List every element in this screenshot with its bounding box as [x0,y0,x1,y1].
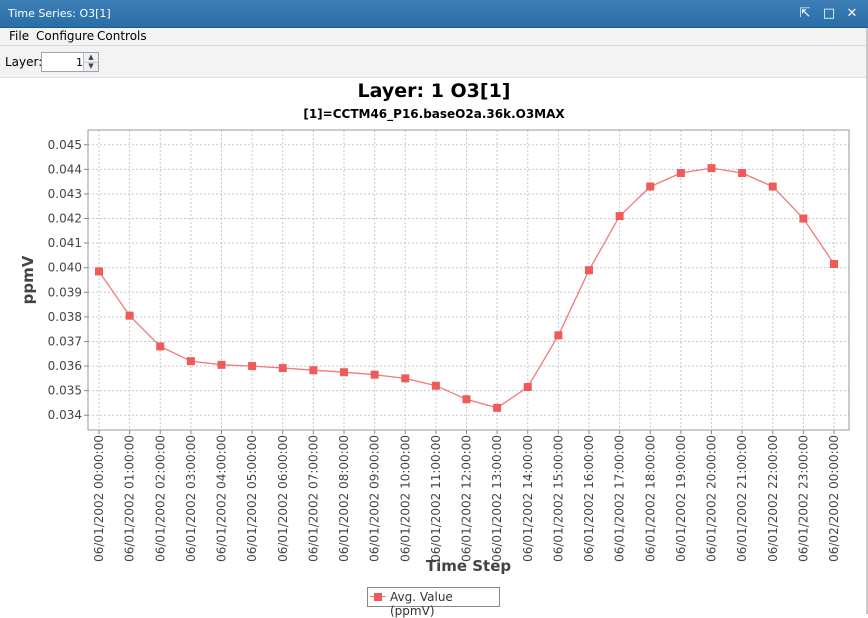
x-tick-label: 06/01/2002 14:00:00 [521,435,535,562]
x-tick-label: 06/01/2002 00:00:00 [92,435,106,562]
legend-marker-icon [374,593,382,601]
spinner-buttons: ▲ ▼ [83,53,98,71]
data-point [217,360,226,369]
x-tick-label: 06/01/2002 11:00:00 [429,435,443,562]
x-tick-label: 06/01/2002 09:00:00 [368,435,382,562]
data-point [615,212,624,221]
layer-input[interactable] [43,54,85,70]
data-point [554,331,563,340]
y-tick-label: 0.036 [48,359,82,373]
x-axis-label: Time Step [426,557,512,575]
x-tick-label: 06/01/2002 13:00:00 [490,435,504,562]
x-tick-label: 06/01/2002 01:00:00 [123,435,137,562]
y-tick-label: 0.035 [48,384,82,398]
x-tick-label: 06/01/2002 19:00:00 [674,435,688,562]
y-tick-label: 0.038 [48,310,82,324]
y-tick-label: 0.040 [48,261,82,275]
data-point [401,374,410,383]
x-tick-label: 06/01/2002 10:00:00 [398,435,412,562]
layer-label: Layer: [5,55,43,69]
x-tick-label: 06/01/2002 12:00:00 [460,435,474,562]
plot-area [88,130,849,430]
data-point [799,214,808,223]
layer-spinner[interactable]: ▲ ▼ [41,52,99,72]
close-button[interactable]: ✕ [846,6,858,21]
data-point [156,342,165,351]
chart-title: Layer: 1 O3[1] [357,80,511,102]
y-tick-label: 0.044 [48,162,82,176]
data-point [585,266,593,275]
data-point [493,403,502,412]
data-point [340,368,348,377]
x-tick-label: 06/02/2002 00:00:00 [827,435,841,562]
x-tick-label: 06/01/2002 02:00:00 [153,435,167,562]
menu-file[interactable]: File [9,29,30,43]
y-tick-label: 0.034 [48,408,82,422]
menu-configure[interactable]: Configure [36,29,95,43]
undock-icon[interactable]: ⇱ [799,6,811,21]
data-point [523,382,532,391]
x-tick-label: 06/01/2002 03:00:00 [184,435,198,562]
spinner-down-button[interactable]: ▼ [88,62,94,70]
data-point [830,260,838,269]
data-point [278,364,287,373]
data-point [370,370,379,379]
x-tick-label: 06/01/2002 16:00:00 [582,435,596,562]
data-point [95,267,103,276]
spinner-up-button[interactable]: ▲ [84,53,98,63]
x-tick-label: 06/01/2002 15:00:00 [551,435,565,562]
window-titlebar: Time Series: O3[1] ⇱ □ ✕ [0,0,868,28]
data-point [738,169,747,178]
menu-controls[interactable]: Controls [97,29,147,43]
x-tick-label: 06/01/2002 21:00:00 [735,435,749,562]
y-tick-label: 0.037 [48,334,82,348]
data-point [125,311,134,320]
x-tick-label: 06/01/2002 23:00:00 [796,435,810,562]
data-point [186,357,195,366]
window-title: Time Series: O3[1] [8,7,111,20]
data-point [431,381,440,390]
toolbar: Layer: ▲ ▼ [0,46,868,78]
x-tick-label: 06/01/2002 04:00:00 [215,435,229,562]
data-point [768,182,777,191]
y-tick-label: 0.043 [48,187,82,201]
y-tick-label: 0.042 [48,212,82,226]
y-tick-label: 0.045 [48,138,82,152]
x-tick-label: 06/01/2002 08:00:00 [337,435,351,562]
data-point [676,169,685,178]
y-tick-label: 0.039 [48,285,82,299]
x-tick-label: 06/01/2002 07:00:00 [306,435,320,562]
window-border [866,28,868,614]
chart-subtitle: [1]=CCTM46_P16.baseO2a.36k.O3MAX [303,107,565,121]
data-point [646,182,655,191]
chart-legend: Avg. Value (ppmV) [367,587,500,618]
x-tick-label: 06/01/2002 22:00:00 [766,435,780,562]
data-point [462,395,471,404]
x-tick-label: 06/01/2002 05:00:00 [245,435,259,562]
x-tick-label: 06/01/2002 17:00:00 [613,435,627,562]
maximize-button[interactable]: □ [822,6,836,21]
y-tick-label: 0.041 [48,236,82,250]
x-tick-label: 06/01/2002 18:00:00 [643,435,657,562]
plot-border [87,129,850,431]
y-axis-label: ppmV [19,255,37,304]
x-tick-label: 06/01/2002 20:00:00 [705,435,719,562]
data-point [248,362,257,371]
data-point [309,366,318,375]
data-point [707,164,716,173]
x-tick-label: 06/01/2002 06:00:00 [276,435,290,562]
menu-bar: File Configure Controls [0,28,868,46]
